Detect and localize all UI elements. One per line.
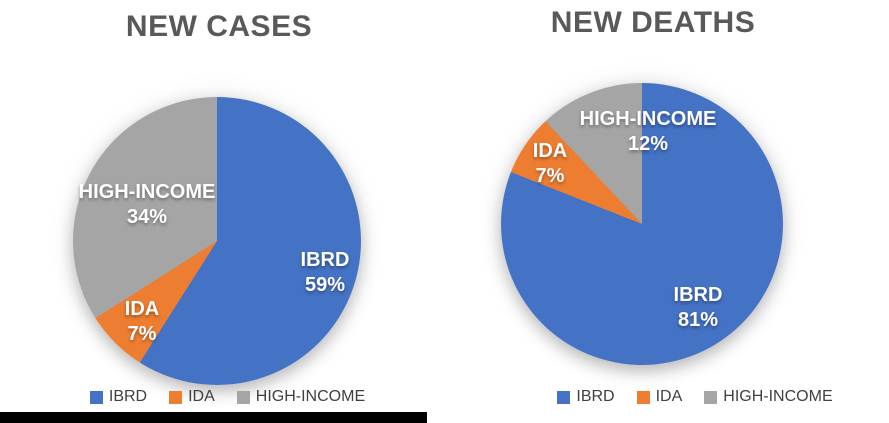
slice-label-pct: 7% [535,165,565,187]
pie-new-cases [73,97,361,385]
legend-new-cases: IBRD IDA HIGH-INCOME [5,388,450,406]
legend-label-high-income: HIGH-INCOME [723,388,833,405]
slice-label-name: IBRD [673,284,723,306]
legend-item-ida: IDA [636,388,683,406]
chart-title-new-cases: NEW CASES [125,10,313,43]
legend-swatch-ida [636,390,650,404]
legend-swatch-high-income [236,390,250,404]
slice-label-name: IDA [124,298,160,320]
legend-swatch-ibrd [89,390,103,404]
legend-item-high-income: HIGH-INCOME [704,388,833,406]
legend-swatch-high-income [704,390,718,404]
slice-label-pct: 59% [304,274,346,296]
legend-label-ida: IDA [655,388,683,405]
slice-label-pct: 81% [677,309,719,331]
legend-item-ibrd: IBRD [89,388,148,406]
slice-label-name: HIGH-INCOME [78,181,216,203]
chart-title-new-deaths: NEW DEATHS [550,6,756,39]
legend-label-ibrd: IBRD [576,388,615,405]
legend-item-high-income: HIGH-INCOME [236,388,366,406]
slice-label-ida: IDA 7% [125,297,159,347]
slice-label-name: IDA [532,140,568,162]
slice-label-ibrd: IBRD 81% [674,283,723,333]
legend-swatch-ida [169,390,183,404]
legend-item-ida: IDA [169,388,215,406]
chart-new-deaths: NEW DEATHS IBRD 81% IDA 7% HIGH-INCOME 1… [445,0,889,423]
slice-label-name: IBRD [300,249,350,271]
legend-item-ibrd: IBRD [557,388,615,406]
pie-new-deaths [501,83,783,365]
legend-new-deaths: IBRD IDA HIGH-INCOME [473,388,889,406]
legend-label-ida: IDA [188,388,215,405]
slice-label-high-income: HIGH-INCOME 34% [79,180,216,230]
slice-label-high-income: HIGH-INCOME 12% [580,107,717,157]
slice-label-pct: 34% [126,206,168,228]
slice-label-pct: 7% [127,323,157,345]
slice-label-pct: 12% [627,133,669,155]
legend-swatch-ibrd [557,390,571,404]
slice-label-ibrd: IBRD 59% [301,248,350,298]
legend-label-ibrd: IBRD [108,388,148,405]
black-bar [0,412,427,423]
legend-label-high-income: HIGH-INCOME [255,388,366,405]
slice-label-ida: IDA 7% [533,139,567,189]
chart-new-cases: NEW CASES IBRD 59% IDA 7% HIGH-INCOME 34… [73,10,365,405]
slice-label-name: HIGH-INCOME [579,108,717,130]
